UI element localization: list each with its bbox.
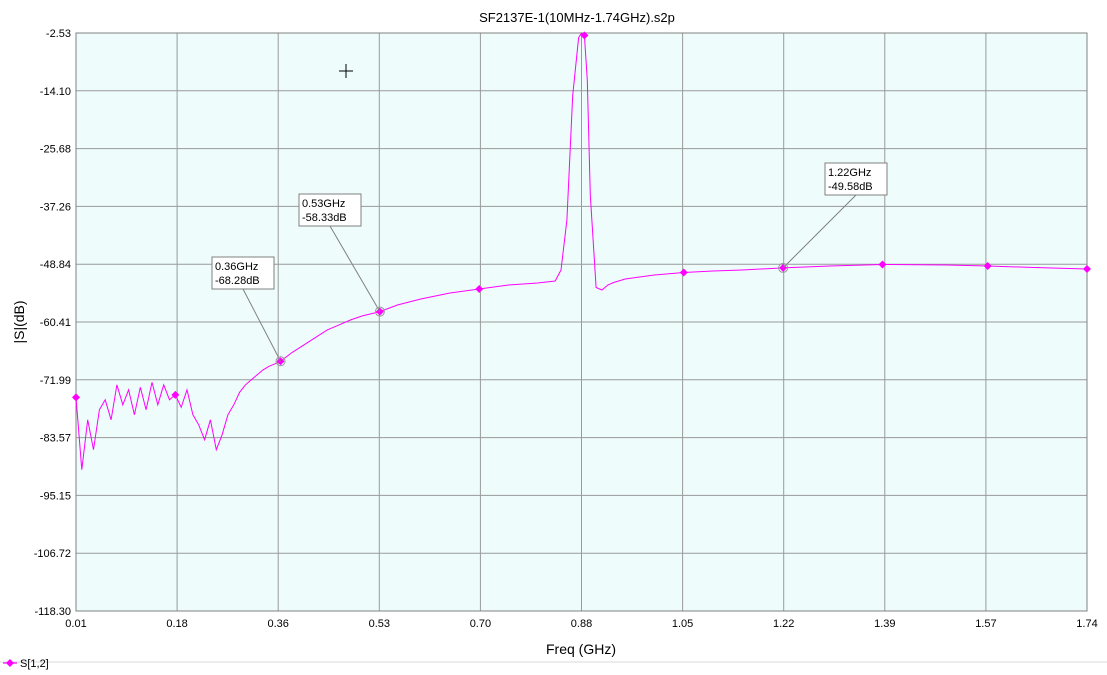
y-tick-label: -106.72 bbox=[34, 548, 71, 560]
annotation-freq: 0.53GHz bbox=[302, 198, 345, 210]
annotation-point bbox=[374, 306, 385, 317]
x-tick-label: 1.39 bbox=[874, 618, 895, 630]
series-line bbox=[75, 32, 1088, 470]
annotation-layer: 0.36GHz -68.28dB 0.53GHz -58.33dB 1.22GHz -49… bbox=[211, 162, 888, 367]
annotation-freq: 1.22GHz bbox=[828, 167, 871, 179]
x-tick-label: 0.18 bbox=[166, 618, 187, 630]
data-marker bbox=[580, 31, 589, 40]
annotation-box[interactable] bbox=[824, 162, 888, 196]
annotation-box[interactable] bbox=[211, 256, 275, 290]
annotation-db: -49.58dB bbox=[828, 181, 873, 193]
y-tick-label: -2.53 bbox=[46, 28, 71, 40]
y-tick-label: -71.99 bbox=[40, 375, 71, 387]
legend-label: S[1,2] bbox=[20, 658, 49, 670]
x-tick-label: 0.70 bbox=[470, 618, 491, 630]
x-tick-label: 1.57 bbox=[975, 618, 996, 630]
data-marker bbox=[475, 284, 484, 293]
annotation-db: -68.28dB bbox=[215, 275, 260, 287]
data-marker bbox=[72, 393, 80, 402]
y-tick-label: -37.26 bbox=[40, 201, 71, 213]
y-tick-label: -118.30 bbox=[35, 606, 72, 618]
y-tick-label: -60.41 bbox=[40, 317, 71, 329]
y-tick-label: -14.10 bbox=[40, 86, 71, 98]
x-tick-label: 0.88 bbox=[571, 618, 592, 630]
x-tick-label: 0.53 bbox=[369, 618, 390, 630]
annotation-leader bbox=[782, 194, 857, 269]
x-tick-labels: 0.01 0.18 0.36 0.53 0.70 0.88 1.05 1.22 1.39 1.57… bbox=[65, 618, 1097, 630]
y-tick-label: -95.15 bbox=[40, 490, 71, 502]
x-tick-label: 1.05 bbox=[672, 618, 693, 630]
legend[interactable]: S[1,2] bbox=[0, 658, 1107, 670]
grid-lines bbox=[76, 33, 1087, 611]
series-layer bbox=[75, 32, 1088, 470]
y-tick-label: -25.68 bbox=[40, 144, 71, 156]
y-tick-labels: -2.53 -14.10 -25.68 -37.26 -48.84 -60.41 -71.9… bbox=[34, 28, 71, 618]
crosshair-cursor-icon bbox=[339, 64, 353, 78]
x-axis-title: Freq (GHz) bbox=[546, 641, 616, 657]
annotation-leader bbox=[242, 288, 281, 362]
annotation-point bbox=[275, 356, 286, 367]
y-tick-label: -48.84 bbox=[40, 259, 71, 271]
data-marker bbox=[878, 260, 887, 269]
data-marker bbox=[1083, 265, 1091, 274]
x-tick-label: 0.01 bbox=[65, 618, 86, 630]
x-tick-label: 1.22 bbox=[773, 618, 794, 630]
annotation-db: -58.33dB bbox=[302, 212, 347, 224]
annotation-leader bbox=[329, 225, 381, 312]
data-marker bbox=[983, 262, 992, 271]
chart-title: SF2137E-1(10MHz-1.74GHz).s2p bbox=[479, 10, 675, 25]
x-tick-label: 0.36 bbox=[267, 618, 288, 630]
legend-diamond-icon bbox=[6, 659, 14, 667]
data-marker bbox=[679, 268, 688, 277]
annotation-box[interactable] bbox=[298, 193, 362, 227]
marker-layer bbox=[72, 31, 1091, 402]
y-axis-title: |S|(dB) bbox=[11, 300, 27, 343]
annotation-freq: 0.36GHz bbox=[215, 261, 258, 273]
annotation-point bbox=[778, 262, 789, 273]
y-tick-label: -83.57 bbox=[40, 433, 71, 445]
x-tick-label: 1.74 bbox=[1076, 618, 1097, 630]
data-marker bbox=[171, 390, 180, 399]
